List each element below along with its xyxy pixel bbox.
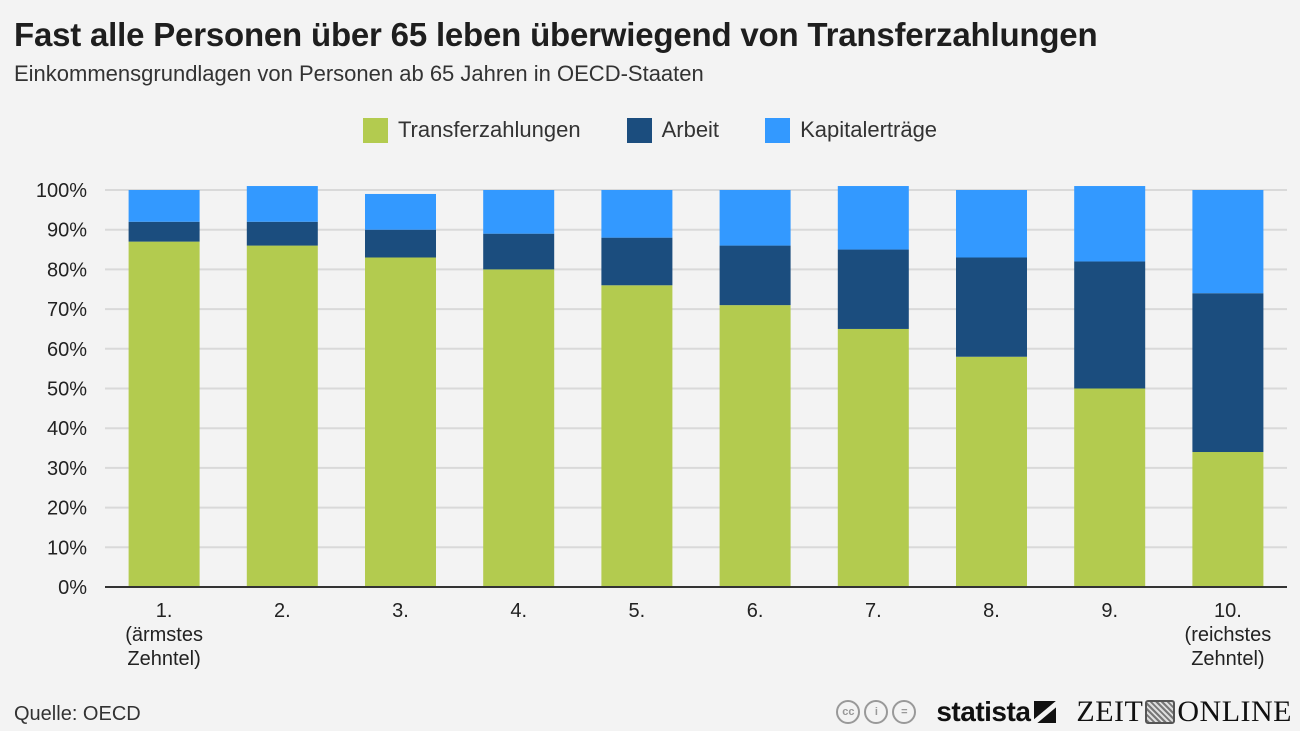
legend-swatch-kapitalertraege: [765, 117, 791, 143]
bar-segment-kapitalertrge: [246, 186, 318, 222]
bar-segment-transferzahlungen: [719, 305, 791, 587]
x-tick-label: 3.: [392, 600, 409, 622]
x-tick-label: 10.: [1214, 600, 1242, 622]
x-tick-label: 9.: [1101, 600, 1118, 622]
x-tick-label: 2.: [274, 600, 291, 622]
x-tick-label: 1.: [156, 600, 173, 622]
x-tick-label: 8.: [983, 600, 1000, 622]
legend-label-transferzahlungen: Transferzahlungen: [397, 117, 581, 142]
bar-segment-arbeit: [128, 221, 200, 242]
bar-segment-transferzahlungen: [601, 285, 673, 587]
bar-segment-kapitalertrge: [1192, 190, 1264, 294]
bar-segment-arbeit: [365, 229, 436, 258]
bar-segment-arbeit: [1074, 261, 1146, 389]
chart-subtitle: Einkommensgrundlagen von Personen ab 65 …: [14, 61, 704, 86]
legend: Transferzahlungen Arbeit Kapitalerträge: [0, 117, 1300, 143]
y-tick-label: 90%: [47, 220, 87, 242]
x-tick-label: 4.: [510, 600, 527, 622]
y-tick-label: 70%: [47, 299, 87, 321]
bar-segment-kapitalertrge: [483, 190, 555, 234]
y-tick-label: 60%: [47, 339, 87, 361]
zeit-wordmark: ZEIT: [1076, 695, 1144, 728]
zeit-online-logo[interactable]: ZEIT ONLINE: [1076, 695, 1292, 729]
x-tick-label: 7.: [865, 600, 882, 622]
bar-segment-transferzahlungen: [1192, 452, 1264, 587]
x-tick-label: (reichstes: [1185, 624, 1272, 646]
bar-segment-transferzahlungen: [365, 257, 436, 587]
bar-segment-transferzahlungen: [837, 328, 909, 587]
legend-label-kapitalertraege: Kapitalerträge: [800, 117, 938, 142]
bar-segment-transferzahlungen: [128, 241, 200, 588]
x-tick-label: (ärmstes: [125, 624, 203, 646]
bar-segment-arbeit: [1192, 293, 1264, 453]
logos: cc i = statista ZEIT ONLINE: [836, 695, 1292, 729]
legend-item-transferzahlungen: Transferzahlungen: [362, 117, 581, 143]
bar-segment-kapitalertrge: [128, 190, 200, 222]
x-tick-label: Zehntel): [1191, 648, 1264, 670]
by-icon: i: [864, 700, 889, 724]
bar-segment-kapitalertrge: [365, 193, 436, 230]
bar-segment-transferzahlungen: [956, 356, 1027, 587]
online-wordmark: ONLINE: [1177, 695, 1292, 728]
bar-segment-transferzahlungen: [1074, 388, 1146, 587]
statista-logo[interactable]: statista: [936, 696, 1057, 728]
y-tick-label: 0%: [58, 577, 87, 599]
legend-swatch-transferzahlungen: [362, 117, 388, 143]
legend-item-kapitalertraege: Kapitalerträge: [765, 117, 937, 143]
license-icons[interactable]: cc i =: [836, 700, 917, 724]
x-tick-label: Zehntel): [127, 648, 200, 670]
bar-segment-arbeit: [719, 245, 791, 306]
bar-segment-arbeit: [246, 221, 318, 246]
bar-segment-kapitalertrge: [601, 190, 673, 238]
y-tick-label: 80%: [47, 259, 87, 281]
cc-icon: cc: [836, 700, 861, 724]
chart-title: Fast alle Personen über 65 leben überwie…: [14, 16, 1098, 53]
bar-segment-arbeit: [837, 249, 909, 329]
x-tick-label: 6.: [747, 600, 764, 622]
y-tick-label: 50%: [47, 379, 87, 401]
bar-segment-arbeit: [956, 257, 1027, 357]
y-tick-label: 20%: [47, 498, 87, 520]
bar-segment-kapitalertrge: [956, 190, 1027, 258]
legend-item-arbeit: Arbeit: [626, 117, 720, 143]
bar-segment-arbeit: [601, 237, 673, 286]
y-tick-label: 10%: [47, 537, 87, 559]
y-tick-label: 100%: [36, 180, 87, 202]
bar-segment-transferzahlungen: [483, 269, 555, 587]
bar-segment-kapitalertrge: [1074, 186, 1146, 262]
y-tick-label: 30%: [47, 458, 87, 480]
y-tick-label: 40%: [47, 418, 87, 440]
source-note: Quelle: OECD: [14, 703, 141, 725]
bar-segment-transferzahlungen: [246, 245, 318, 587]
nd-icon: =: [892, 700, 917, 724]
legend-swatch-arbeit: [626, 117, 652, 143]
bar-segment-kapitalertrge: [719, 190, 791, 246]
x-tick-label: 5.: [629, 600, 646, 622]
legend-label-arbeit: Arbeit: [661, 117, 720, 142]
zeit-crest-icon: [1145, 700, 1176, 724]
statista-wordmark: statista: [936, 696, 1031, 727]
bar-segment-kapitalertrge: [837, 186, 909, 250]
statista-mark-icon: [1034, 701, 1057, 723]
bar-segment-arbeit: [483, 233, 555, 270]
